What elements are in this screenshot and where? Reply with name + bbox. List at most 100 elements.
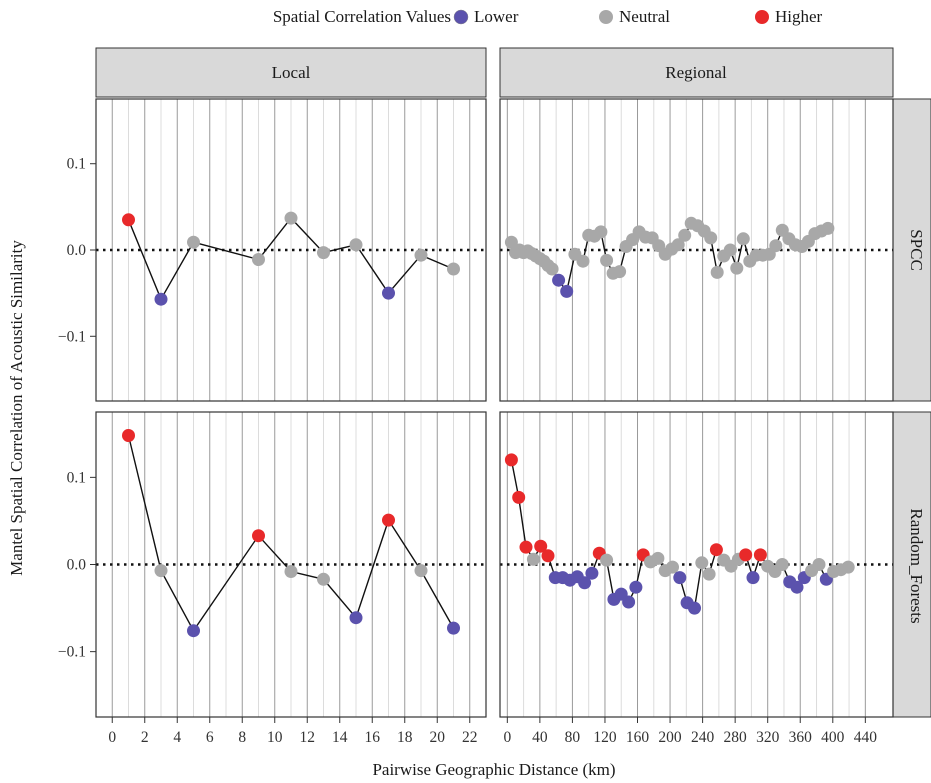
data-point-neutral [284, 565, 298, 578]
data-point-neutral [730, 261, 744, 275]
data-point-lower [447, 621, 460, 635]
data-point-lower [622, 595, 636, 609]
legend-key-lower [453, 9, 469, 25]
data-point-lower [578, 576, 592, 590]
legend-label-neutral: Neutral [619, 7, 670, 26]
data-point-neutral [545, 262, 559, 276]
x-tick-label: 14 [332, 729, 348, 746]
data-point-higher [519, 540, 533, 554]
data-point-neutral [600, 553, 614, 567]
data-point-higher [382, 513, 395, 527]
x-tick-label: 0 [108, 729, 116, 746]
x-tick-label: 400 [821, 729, 845, 746]
x-tick-label: 440 [854, 729, 878, 746]
y-tick-label: 0.1 [67, 156, 86, 173]
data-point-neutral [600, 253, 614, 267]
data-point-lower [585, 566, 599, 580]
panel-border [499, 411, 894, 718]
data-point-lower [382, 286, 395, 300]
panel-random-forests-regional [499, 411, 894, 718]
data-point-higher [504, 453, 518, 467]
data-point-neutral [414, 564, 428, 578]
data-point-higher [753, 548, 767, 562]
data-point-higher [534, 539, 548, 553]
data-point-lower [629, 580, 643, 594]
data-point-neutral [651, 551, 665, 565]
data-point-lower [673, 571, 687, 585]
data-point-neutral [666, 560, 679, 574]
data-point-lower [187, 624, 200, 638]
y-axis-title: Mantel Spatial Correlation of Acoustic S… [7, 240, 26, 576]
x-tick-label: 20 [430, 729, 446, 746]
legend-title: Spatial Correlation Values [273, 7, 451, 26]
data-point-neutral [812, 558, 826, 571]
legend-key-neutral [599, 10, 613, 24]
data-point-neutral [671, 238, 685, 252]
x-tick-label: 240 [691, 729, 715, 746]
data-point-lower [746, 571, 760, 585]
legend-label-lower: Lower [474, 7, 519, 26]
data-point-lower [349, 611, 363, 625]
y-tick-label: −0.1 [58, 644, 86, 661]
data-point-neutral [154, 564, 168, 578]
data-point-lower [560, 284, 574, 298]
data-point-neutral [594, 225, 608, 239]
row-strip-random-forests-label: Random_Forests [907, 508, 926, 623]
row-strip-spcc-label: SPCC [907, 229, 926, 271]
legend-label-higher: Higher [775, 7, 823, 26]
y-tick-label: 0.1 [67, 469, 86, 486]
correlation-line [127, 435, 455, 633]
data-point-neutral [841, 560, 855, 574]
x-axis-regional: 0 40 80 120 160 200 240 280 320 360 400 440 [503, 717, 877, 746]
data-point-neutral [710, 265, 724, 279]
data-point-neutral [317, 246, 330, 260]
y-axis-bottom-row: −0.1 0.0 0.1 [58, 469, 96, 661]
data-point-neutral [613, 265, 627, 279]
x-tick-label: 0 [503, 729, 511, 746]
x-tick-label: 360 [789, 729, 813, 746]
data-point-neutral [723, 243, 737, 257]
data-point-neutral [695, 556, 709, 570]
data-point-higher [541, 549, 555, 563]
data-point-neutral [414, 248, 428, 262]
data-point-neutral [702, 567, 716, 581]
y-axis-top-row: −0.1 0.0 0.1 [58, 156, 96, 345]
x-tick-label: 2 [141, 729, 149, 746]
row-strip-random-forests: Random_Forests [892, 411, 931, 718]
x-tick-label: 10 [267, 729, 283, 746]
panel-spcc-regional [499, 98, 894, 402]
data-point-higher [122, 429, 135, 442]
data-point-lower [552, 273, 566, 287]
data-point-higher [739, 548, 753, 562]
data-point-higher [252, 529, 265, 543]
data-point-neutral [821, 221, 835, 235]
panel-random-forests-local [95, 411, 487, 718]
data-point-neutral [769, 239, 783, 253]
x-tick-label: 40 [532, 729, 548, 746]
data-point-neutral [526, 552, 540, 566]
data-point-higher [512, 490, 526, 504]
data-point-lower [154, 292, 168, 306]
data-point-neutral [704, 231, 718, 245]
data-point-neutral [317, 572, 330, 586]
x-tick-label: 80 [565, 729, 581, 746]
x-tick-label: 4 [173, 729, 181, 746]
legend-key-higher [755, 10, 769, 24]
data-point-neutral [349, 238, 363, 252]
data-point-higher [709, 543, 723, 557]
x-tick-label: 18 [397, 729, 413, 746]
data-point-neutral [775, 558, 789, 571]
data-point-lower [790, 580, 804, 594]
correlation-line [127, 217, 454, 301]
legend: Spatial Correlation Values Lower Neutral… [273, 7, 823, 26]
column-strip-regional-label: Regional [665, 63, 727, 82]
y-tick-label: 0.0 [67, 242, 87, 259]
data-point-neutral [187, 235, 200, 249]
data-point-neutral [252, 253, 265, 266]
panel-border [499, 98, 894, 402]
x-tick-label: 8 [238, 729, 246, 746]
x-tick-label: 200 [658, 729, 682, 746]
x-tick-label: 16 [365, 729, 381, 746]
data-point-lower [688, 601, 701, 615]
